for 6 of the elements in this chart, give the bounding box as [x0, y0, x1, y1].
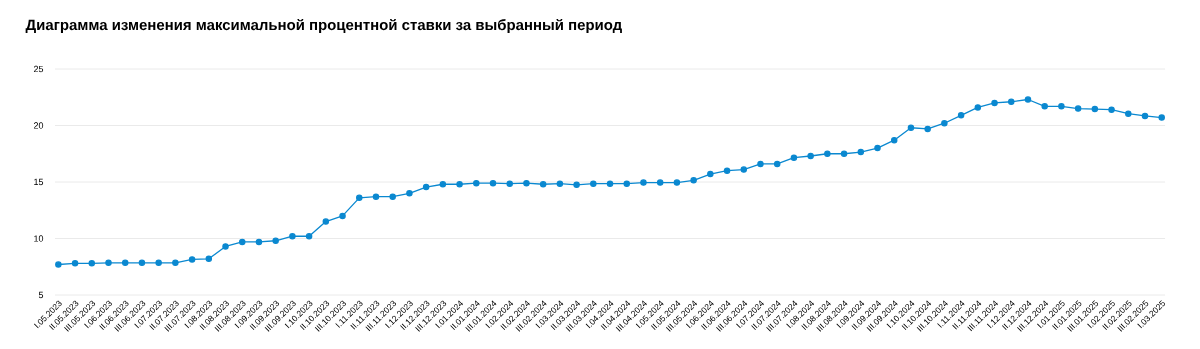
- y-tick-label: 10: [34, 235, 44, 242]
- y-tick-label: 25: [33, 65, 44, 73]
- y-tick-label: 20: [33, 122, 44, 129]
- y-tick-label: 5: [38, 291, 44, 299]
- chart-title: Диаграмма изменения максимальной процентной ставки за выбранный период: [25, 18, 622, 34]
- y-tick-label: 15: [34, 178, 44, 186]
